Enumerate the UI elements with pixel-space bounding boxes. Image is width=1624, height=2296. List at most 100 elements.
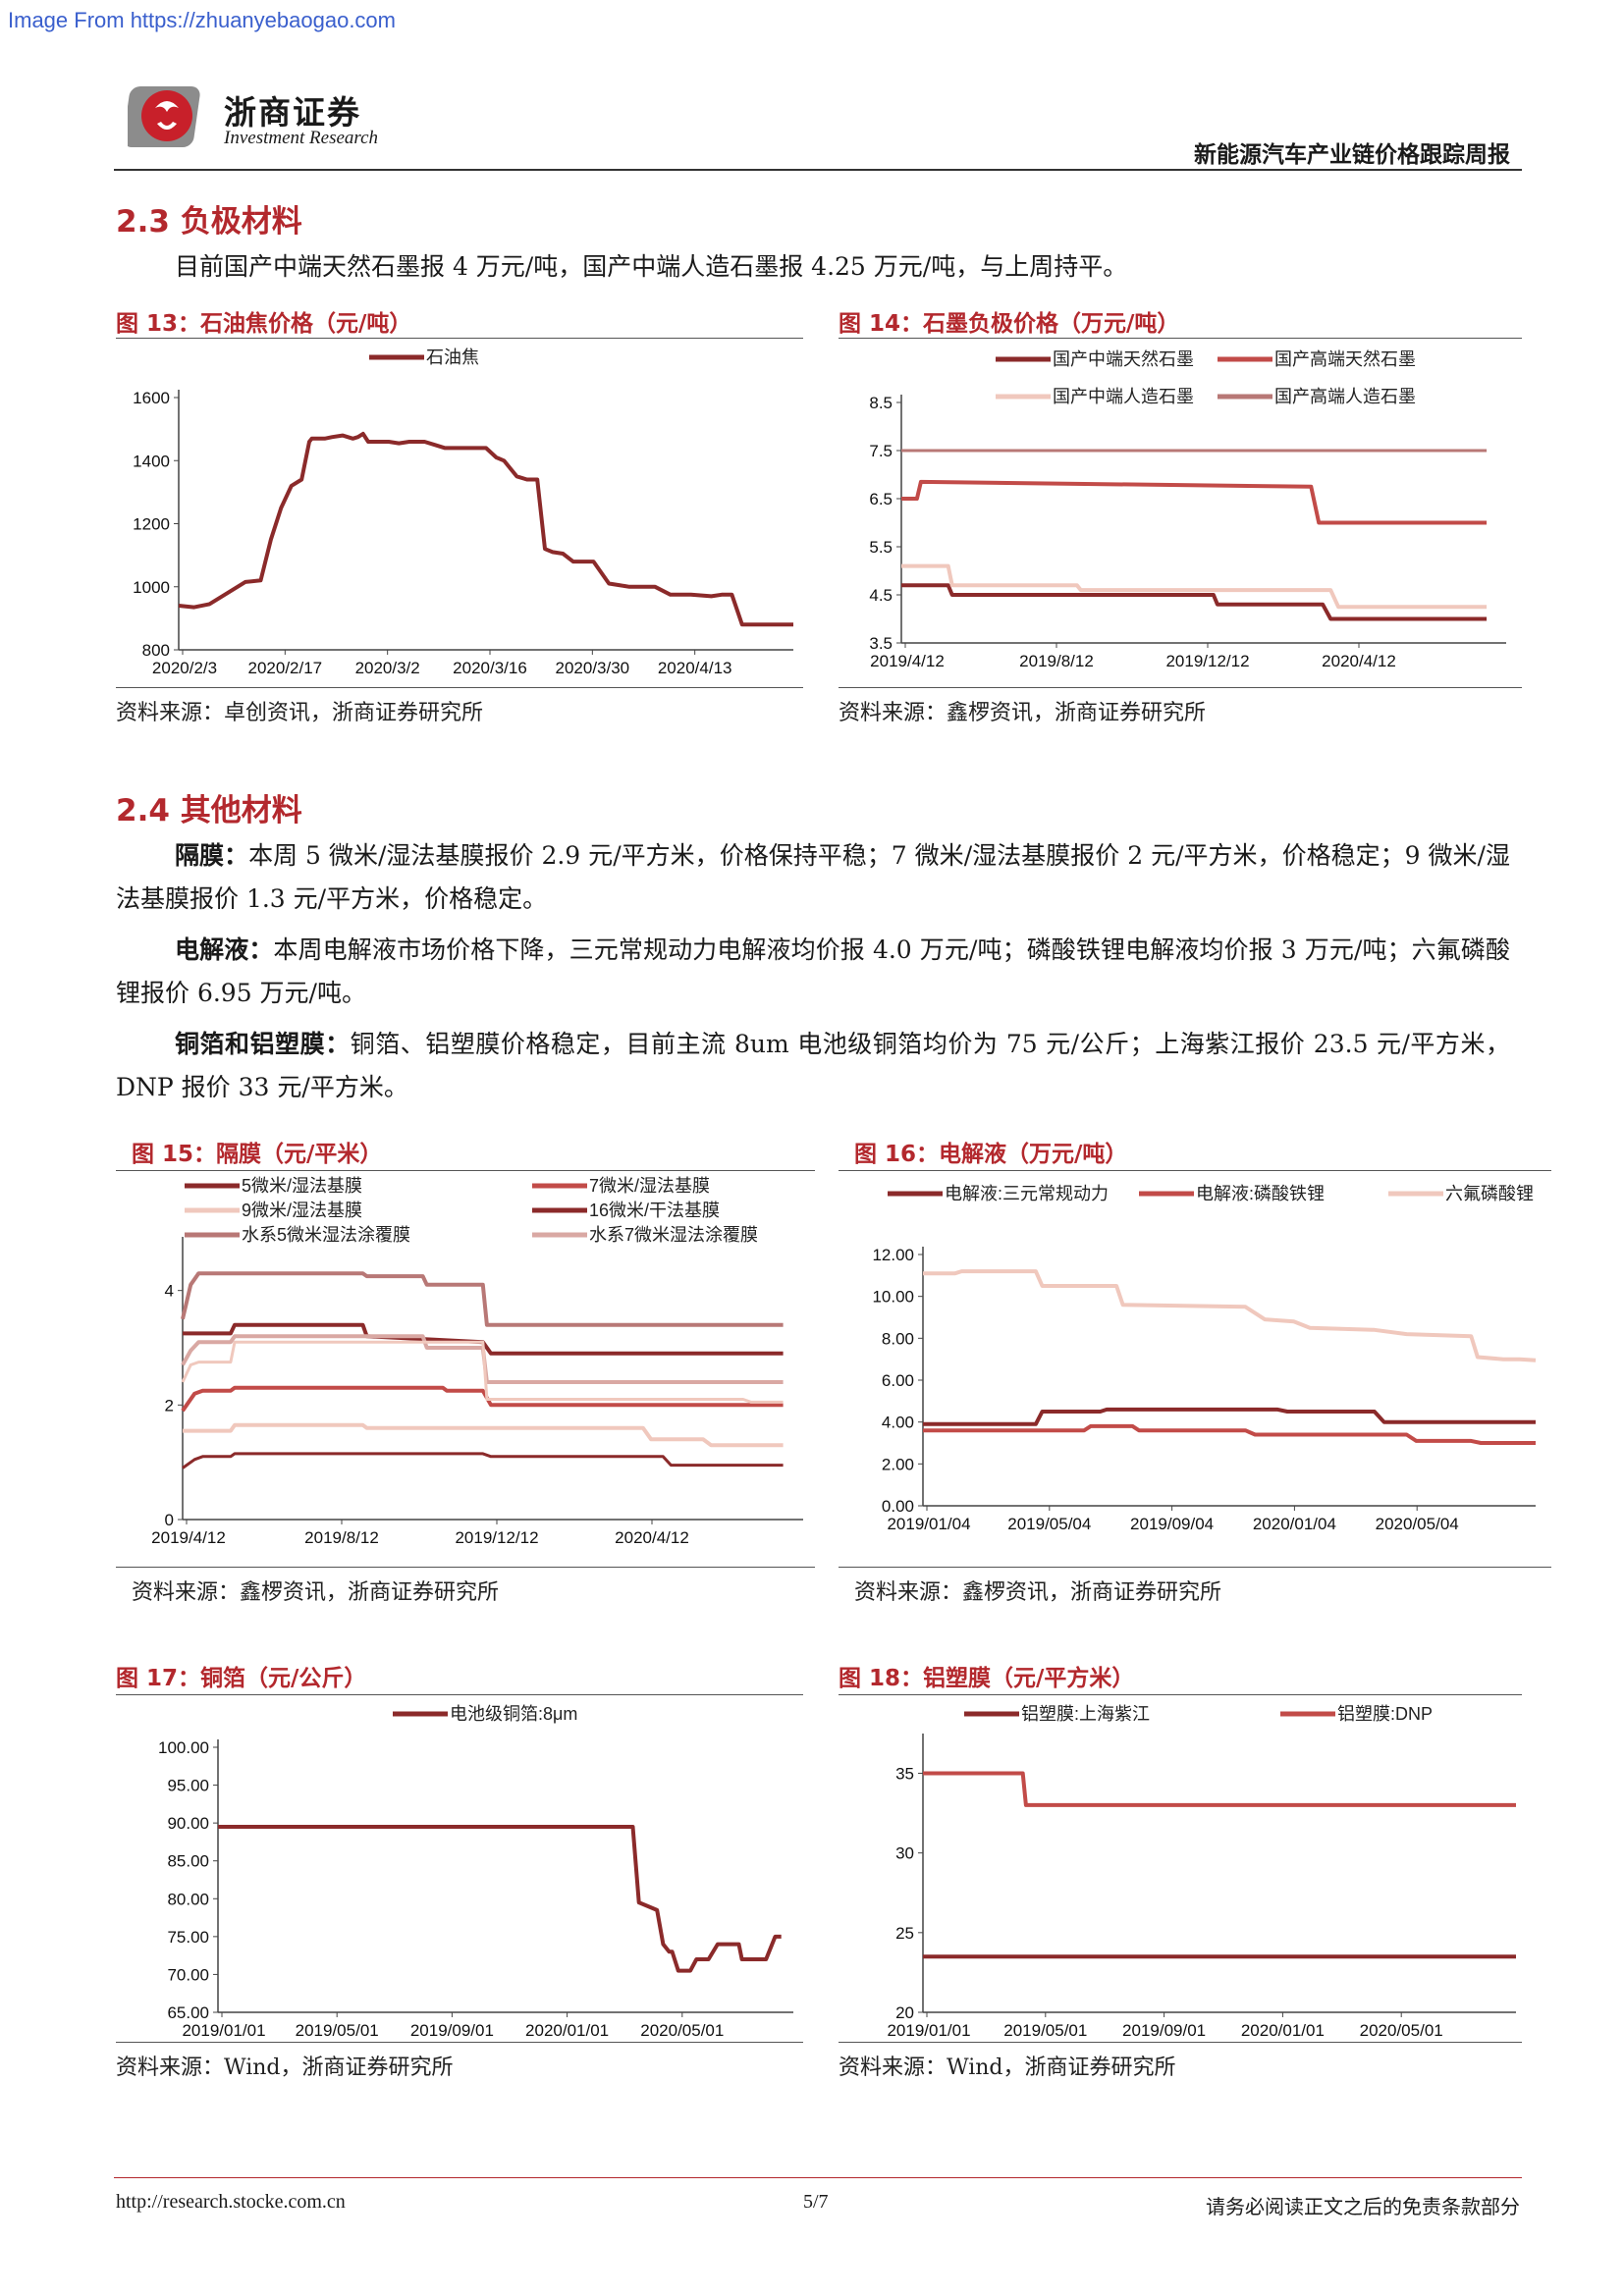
copper-foil-text: 铜箔、铝塑膜价格稳定，目前主流 8um 电池级铜箔均价为 75 元/公斤；上海紫…	[116, 1030, 1510, 1101]
figure-15-chart: 0 2 4 2019/4/12 2019/8/12 2019/12/12 2020/4/12…	[151, 1176, 803, 1547]
y-tick-label: 4	[165, 1282, 174, 1301]
series-line-5	[181, 1271, 784, 1327]
x-tick-label: 2020/2/17	[248, 659, 323, 677]
x-tick-label: 2020/05/01	[640, 2021, 724, 2038]
figure-18-chart: 20 25 30 35 2019/01/01 2019/05/01 2019/09/01 20…	[887, 1704, 1516, 2038]
figure-15-bottom-rule	[116, 1567, 815, 1568]
series-line-2	[923, 1771, 1516, 1807]
copper-foil-paragraph: 铜箔和铝塑膜：铜箔、铝塑膜价格稳定，目前主流 8um 电池级铜箔均价为 75 元…	[116, 1023, 1510, 1109]
figure-13-chart: 800 1000 1200 1400 1600 2020/2/3 2020/2/17 2020…	[133, 347, 793, 677]
legend-label: 国产中端天然石墨	[1053, 349, 1194, 369]
x-tick-label: 2019/4/12	[151, 1528, 226, 1547]
y-tick-label: 4.5	[869, 586, 893, 605]
x-tick-label: 2019/8/12	[1019, 652, 1094, 670]
x-tick-label: 2019/12/12	[1165, 652, 1249, 670]
x-tick-label: 2019/01/04	[887, 1515, 970, 1533]
y-tick-label: 6.5	[869, 490, 893, 508]
series-line-4	[182, 1452, 784, 1469]
y-tick-label: 2.00	[882, 1455, 914, 1473]
figure-13-source: 资料来源：卓创资讯，浙商证券研究所	[116, 701, 484, 725]
y-tick-label: 20	[895, 2003, 914, 2022]
page-number: 5/7	[803, 2191, 829, 2213]
legend-label: 电解液:磷酸铁锂	[1196, 1184, 1325, 1203]
figure-15-source: 资料来源：鑫椤资讯，浙商证券研究所	[132, 1580, 500, 1605]
x-tick-label: 2020/2/3	[152, 659, 217, 677]
x-tick-label: 2019/09/01	[1122, 2021, 1206, 2038]
section-heading-2-3: 2.3 负极材料	[116, 204, 302, 240]
footer-divider	[114, 2177, 1522, 2178]
legend-label: 铝塑膜:上海紫江	[1021, 1704, 1150, 1724]
y-tick-label: 35	[895, 1764, 914, 1783]
figure-16-top-rule	[839, 1170, 1551, 1171]
y-tick-label: 1400	[133, 452, 170, 470]
x-tick-label: 2019/05/01	[296, 2021, 379, 2038]
x-tick-label: 2019/12/12	[455, 1528, 538, 1547]
y-tick-label: 4.00	[882, 1414, 914, 1432]
series-line-7	[181, 1340, 784, 1404]
figure-16-chart: 0.00 2.00 4.00 6.00 8.00 10.00 12.00 2019/01/04…	[872, 1184, 1537, 1533]
series-line-2	[901, 479, 1488, 525]
figure-18-top-rule	[839, 1694, 1522, 1695]
y-tick-label: 75.00	[167, 1928, 209, 1947]
figure-17-bottom-rule	[116, 2042, 803, 2043]
series-line-1	[183, 1322, 784, 1356]
legend-label: 水系5微米湿法涂覆膜	[242, 1225, 410, 1245]
electrolyte-label: 电解液：	[175, 935, 274, 964]
y-tick-label: 12.00	[872, 1246, 914, 1264]
legend-label: 石油焦	[426, 347, 479, 367]
y-tick-label: 5.5	[869, 538, 893, 557]
x-tick-label: 2020/4/12	[615, 1528, 689, 1547]
y-tick-label: 30	[895, 1844, 914, 1863]
series-line-3	[923, 1269, 1537, 1362]
series-line-2	[923, 1423, 1536, 1445]
figure-17-title: 图 17：铜箔（元/公斤）	[116, 1666, 367, 1691]
report-title: 新能源汽车产业链价格跟踪周报	[1194, 142, 1510, 168]
figure-15-title: 图 15：隔膜（元/平米）	[132, 1142, 383, 1167]
figure-16-bottom-rule	[839, 1567, 1551, 1568]
x-tick-label: 2020/4/13	[658, 659, 732, 677]
y-tick-label: 10.00	[872, 1288, 914, 1307]
header-divider	[114, 169, 1522, 171]
figure-17-top-rule	[116, 1694, 803, 1695]
figure-14-top-rule	[839, 338, 1522, 339]
watermark-text: Image From https://zhuanyebaogao.com	[8, 8, 396, 32]
figure-14-title: 图 14：石墨负极价格（万元/吨）	[839, 311, 1180, 337]
electrolyte-paragraph: 电解液：本周电解液市场价格下降，三元常规动力电解液均价报 4.0 万元/吨；磷酸…	[116, 929, 1510, 1015]
y-tick-label: 25	[895, 1924, 914, 1943]
legend-label: 国产高端人造石墨	[1274, 387, 1416, 406]
series-line-1	[901, 583, 1488, 621]
x-tick-label: 2020/3/30	[556, 659, 630, 677]
x-tick-label: 2019/09/01	[410, 2021, 494, 2038]
x-tick-label: 2019/05/01	[1003, 2021, 1087, 2038]
y-tick-label: 80.00	[167, 1890, 209, 1908]
figure-16-title: 图 16：电解液（万元/吨）	[854, 1142, 1128, 1167]
section-2-3-text: 目前国产中端天然石墨报 4 万元/吨，国产中端人造石墨报 4.25 万元/吨，与…	[175, 252, 1128, 281]
company-name-en: Investment Research	[224, 128, 379, 148]
legend-label: 水系7微米湿法涂覆膜	[589, 1225, 758, 1245]
x-tick-label: 2020/4/12	[1322, 652, 1396, 670]
series-line-1	[923, 1407, 1536, 1426]
y-tick-label: 90.00	[167, 1814, 209, 1833]
figure-14-bottom-rule	[839, 687, 1522, 688]
y-tick-label: 0	[165, 1511, 174, 1529]
x-tick-label: 2019/4/12	[870, 652, 945, 670]
figure-18-source: 资料来源：Wind，浙商证券研究所	[839, 2056, 1176, 2080]
x-tick-label: 2020/05/04	[1376, 1515, 1459, 1533]
legend-label: 六氟磷酸锂	[1445, 1184, 1534, 1203]
footer-disclaimer: 请务必阅读正文之后的免责条款部分	[1206, 2195, 1520, 2218]
legend-label: 9微米/湿法基膜	[242, 1201, 362, 1220]
separator-label: 隔膜：	[175, 841, 249, 870]
footer-url[interactable]: http://research.stocke.com.cn	[116, 2191, 346, 2213]
y-tick-label: 65.00	[167, 2003, 209, 2022]
legend-label: 铝塑膜:DNP	[1337, 1704, 1433, 1724]
series-line-1	[218, 1825, 782, 1973]
company-name: 浙商证券	[224, 93, 361, 132]
y-tick-label: 2	[165, 1396, 174, 1415]
separator-text: 本周 5 微米/湿法基膜报价 2.9 元/平方米，价格保持平稳；7 微米/湿法基…	[116, 841, 1510, 913]
y-tick-label: 70.00	[167, 1965, 209, 1984]
series-line-3	[901, 563, 1488, 610]
y-tick-label: 3.5	[869, 634, 893, 653]
y-tick-label: 1000	[133, 578, 170, 597]
legend-label: 电解液:三元常规动力	[945, 1184, 1109, 1203]
legend-label: 16微米/干法基膜	[589, 1201, 720, 1220]
